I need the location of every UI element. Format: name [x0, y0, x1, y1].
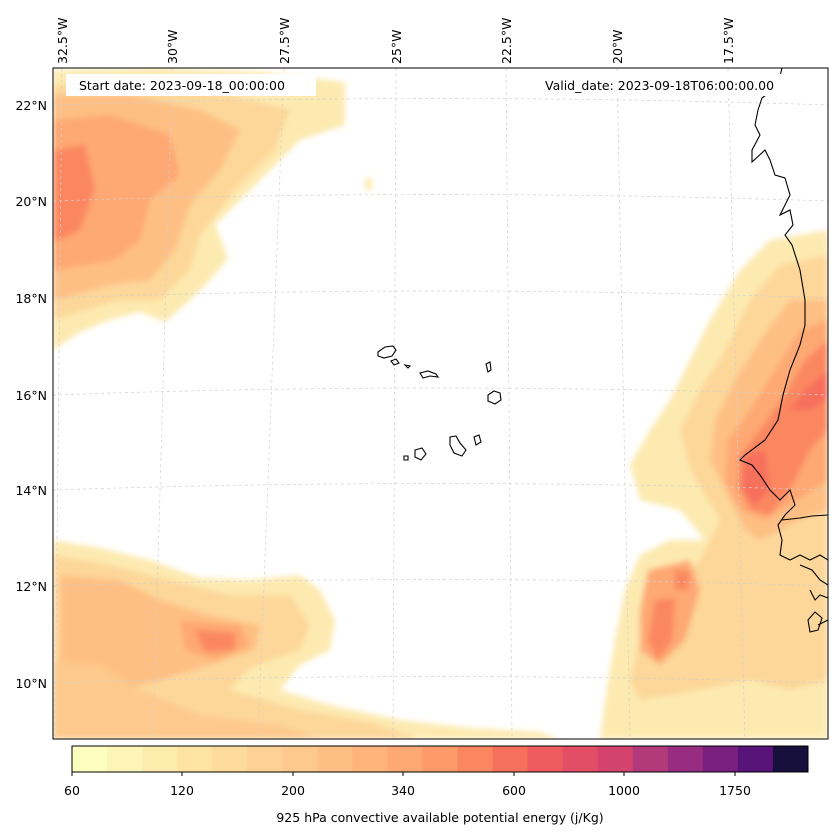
colorbar-swatch — [142, 746, 178, 772]
lat-label: 18°N — [15, 291, 47, 306]
colorbar-swatch — [737, 746, 774, 772]
colorbar-tick-label: 1000 — [608, 783, 640, 798]
cape-area-east — [790, 370, 828, 410]
cape-area-southwest — [60, 575, 260, 700]
colorbar-swatch — [317, 746, 353, 772]
colorbar-swatch — [457, 746, 494, 772]
colorbar-swatch — [352, 746, 388, 772]
cape-contours — [53, 68, 828, 739]
coastlines — [377, 68, 828, 633]
map-frame — [52, 67, 829, 740]
colorbar-swatch — [562, 746, 599, 772]
cape-area-northwest — [365, 178, 372, 190]
island-maio — [473, 434, 482, 446]
meridian-line — [257, 68, 285, 739]
meridian-line — [616, 68, 631, 739]
start-date-label: Start date: 2023-09-18_00:00:00 — [79, 78, 285, 93]
lon-label: 20°W — [610, 29, 625, 64]
colorbar-swatch — [282, 746, 318, 772]
parallel-line — [53, 290, 828, 299]
meridian-line — [727, 68, 746, 739]
colorbar: 60 120 200 340 600 1000 1750 925 hPa con… — [64, 745, 809, 825]
island-brava — [403, 455, 409, 461]
cape-area-southwest — [53, 660, 320, 739]
island-fogo — [414, 447, 427, 461]
africa-coastline — [781, 514, 828, 521]
cape-area-southwest — [195, 630, 235, 652]
africa-coastline — [799, 564, 828, 586]
colorbar-swatch — [772, 746, 809, 772]
island-boa-vista — [487, 390, 502, 405]
parallel-line — [53, 579, 828, 587]
lat-label: 16°N — [15, 388, 47, 403]
parallel-line — [53, 387, 828, 396]
colorbar-label: 925 hPa convective available potential e… — [276, 810, 603, 825]
meridian-line — [152, 68, 173, 739]
latitude-labels: 22°N 20°N 18°N 16°N 14°N 12°N 10°N — [15, 98, 47, 691]
colorbar-tick-label: 60 — [64, 783, 80, 798]
parallel-line — [53, 194, 828, 202]
colorbar-tick-label: 1750 — [719, 783, 751, 798]
lat-label: 12°N — [15, 579, 47, 594]
lon-label: 25°W — [389, 29, 404, 64]
colorbar-swatch — [632, 746, 669, 772]
parallel-line — [53, 98, 828, 106]
colorbar-swatch — [247, 746, 283, 772]
lat-label: 22°N — [15, 98, 47, 113]
lat-label: 14°N — [15, 483, 47, 498]
island-santiago — [449, 435, 467, 457]
map-panel: Start date: 2023-09-18_00:00:00 Valid_da… — [53, 68, 828, 739]
parallel-line — [53, 483, 828, 491]
gridlines — [53, 68, 828, 739]
lon-label: 32.5°W — [55, 18, 70, 64]
africa-coastline — [817, 619, 828, 626]
lon-label: 22.5°W — [499, 18, 514, 64]
colorbar-swatch — [72, 746, 108, 772]
island-santo-antao — [377, 345, 397, 359]
colorbar-swatch — [597, 746, 634, 772]
colorbar-swatch — [422, 746, 459, 772]
colorbar-swatch — [177, 746, 213, 772]
island-sal — [485, 361, 492, 373]
colorbar-swatch — [527, 746, 564, 772]
colorbar-swatch — [667, 746, 704, 772]
colorbar-swatches — [72, 746, 809, 772]
lat-label: 20°N — [15, 194, 47, 209]
lon-label: 30°W — [165, 29, 180, 64]
colorbar-swatch — [492, 746, 529, 772]
colorbar-tick-label: 120 — [170, 783, 194, 798]
colorbar-swatch — [702, 746, 739, 772]
africa-coastline — [809, 589, 828, 601]
parallel-line — [53, 676, 828, 684]
cape-area-east — [648, 598, 675, 660]
colorbar-swatch — [212, 746, 248, 772]
cape-area-northwest — [53, 145, 95, 240]
cape-area-east — [675, 570, 690, 590]
lon-label: 27.5°W — [277, 18, 292, 64]
longitude-labels: 32.5°W 30°W 27.5°W 25°W 22.5°W 20°W 17.5… — [55, 18, 736, 64]
colorbar-ticks — [71, 772, 736, 776]
valid-date-label: Valid_date: 2023-09-18T06:00:00.00 — [545, 78, 774, 93]
africa-coastline — [739, 68, 828, 561]
island-sao-vicente — [390, 358, 400, 366]
meridian-line — [54, 68, 63, 739]
island-santa-luzia — [403, 364, 412, 369]
colorbar-swatch — [107, 746, 143, 772]
colorbar-swatch — [387, 746, 423, 772]
lat-label: 10°N — [15, 676, 47, 691]
colorbar-tick-label: 340 — [391, 783, 415, 798]
lon-label: 17.5°W — [721, 18, 736, 64]
colorbar-tick-label: 200 — [281, 783, 305, 798]
island-sao-nicolau — [419, 370, 440, 379]
meridian-line — [392, 68, 397, 739]
colorbar-frame — [71, 745, 809, 773]
meridian-line — [505, 68, 513, 739]
colorbar-tick-labels: 60 120 200 340 600 1000 1750 — [64, 783, 751, 798]
colorbar-tick-label: 600 — [502, 783, 526, 798]
